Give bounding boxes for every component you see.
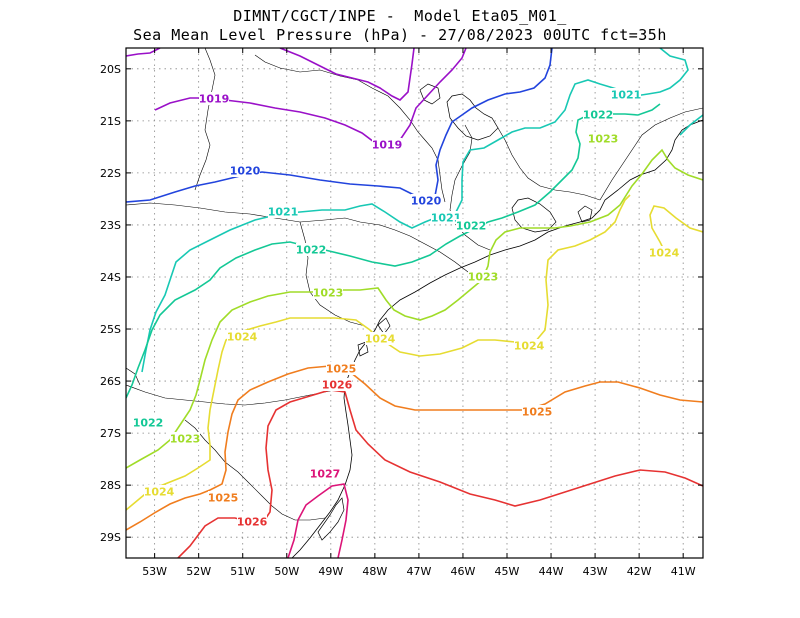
x-axis: 53W 52W 51W 50W 49W 48W 47W 46W 45W 44W 43W 42W 41W: [142, 48, 696, 578]
contour-label-1020: 1020: [411, 195, 442, 208]
contour-label-1022: 1022: [133, 417, 164, 430]
label-1025-a: 1025: [326, 362, 357, 376]
guanabara-bay: [511, 197, 593, 233]
label-1022-c: 1022: [583, 108, 614, 122]
label-1023-c: 1023: [588, 132, 619, 146]
x-tick-label: 41W: [671, 565, 696, 578]
label-1021-b: 1021: [431, 211, 462, 225]
contour-label-1024: 1024: [227, 331, 258, 344]
label-1022-d: 1022: [133, 416, 164, 430]
x-tick-label: 46W: [451, 565, 476, 578]
contour-label-1025: 1025: [326, 363, 357, 376]
label-1024-d: 1024: [649, 246, 680, 260]
contour-label-1024: 1024: [365, 333, 396, 346]
label-1021-a: 1021: [268, 205, 299, 219]
label-1026-b: 1026: [237, 515, 268, 529]
x-tick-label: 42W: [627, 565, 652, 578]
coastline: [291, 119, 703, 558]
label-1020-b: 1020: [411, 194, 442, 208]
lagoa-dos-patos: [317, 497, 345, 541]
contour-label-1024: 1024: [649, 247, 680, 260]
contour-label-1023: 1023: [588, 133, 619, 146]
plot-background: [126, 48, 703, 558]
x-tick-label: 49W: [318, 565, 343, 578]
title-line-1: DIMNT/CGCT/INPE - Model Eta05_M01_: [233, 7, 567, 25]
isobar-1024-east: [649, 205, 703, 253]
label-1022-a: 1022: [296, 243, 327, 257]
label-1024-a: 1024: [227, 330, 258, 344]
label-1023-b: 1023: [468, 270, 499, 284]
contour-label-1024: 1024: [144, 486, 175, 499]
contour-label-1022: 1022: [456, 220, 487, 233]
isobar-1027: [287, 483, 349, 558]
isobar-1019-east: [279, 48, 415, 101]
contour-label-1022: 1022: [296, 244, 327, 257]
contour-label-1021: 1021: [268, 206, 299, 219]
x-tick-label: 53W: [142, 565, 167, 578]
contour-label-1023: 1023: [313, 287, 344, 300]
plot-frame: [125, 47, 704, 559]
x-tick-label: 52W: [186, 565, 211, 578]
label-1024-c: 1024: [514, 339, 545, 353]
y-tick-label: 24S: [100, 271, 121, 284]
label-1023-a: 1023: [313, 286, 344, 300]
contour-label-1023: 1023: [170, 433, 201, 446]
contour-label-1025: 1025: [208, 492, 239, 505]
contour-label-1021: 1021: [431, 212, 462, 225]
label-1027-a: 1027: [310, 467, 341, 481]
y-tick-label: 20S: [100, 63, 121, 76]
title-line-2: Sea Mean Level Pressure (hPa) - 27/08/20…: [133, 26, 667, 44]
x-tick-label: 44W: [539, 565, 564, 578]
contour-label-1025: 1025: [522, 406, 553, 419]
label-1025-b: 1025: [522, 405, 553, 419]
state-borders: [126, 48, 703, 521]
label-1026-a: 1026: [322, 378, 353, 392]
x-tick-label: 48W: [362, 565, 387, 578]
x-tick-label: 51W: [230, 565, 255, 578]
contour-label-1021: 1021: [611, 89, 642, 102]
label-1020-a: 1020: [230, 164, 261, 178]
y-tick-label: 22S: [100, 167, 121, 180]
label-1024-b: 1024: [365, 332, 396, 346]
x-tick-label: 43W: [583, 565, 608, 578]
contour-label-1019: 1019: [372, 139, 403, 152]
label-1019-a: 1019: [199, 92, 230, 106]
label-1019-b: 1019: [372, 138, 403, 152]
isobar-1023: [126, 148, 703, 469]
isobar-1021-east: [679, 114, 703, 136]
y-tick-label: 25S: [100, 323, 121, 336]
contour-label-1020: 1020: [230, 165, 261, 178]
y-tick-label: 26S: [100, 375, 121, 388]
label-1023-d: 1023: [170, 432, 201, 446]
x-tick-label: 45W: [495, 565, 520, 578]
contour-label-1026: 1026: [237, 516, 268, 529]
contour-label-1019: 1019: [199, 93, 230, 106]
y-tick-label: 23S: [100, 219, 121, 232]
x-tick-label: 50W: [274, 565, 299, 578]
contour-label-1022: 1022: [583, 109, 614, 122]
paranagua-bay: [357, 317, 391, 357]
contour-label-1023: 1023: [468, 271, 499, 284]
contour-labels: 1019 1019 1020 1020 1021 1021 1021 1022 …: [133, 88, 680, 529]
contour-label-1024: 1024: [514, 340, 545, 353]
y-tick-label: 27S: [100, 427, 121, 440]
label-1022-b: 1022: [456, 219, 487, 233]
contour-label-1026: 1026: [322, 379, 353, 392]
label-1025-c: 1025: [208, 491, 239, 505]
label-1024-e: 1024: [144, 485, 175, 499]
label-1021-c: 1021: [611, 88, 642, 102]
y-tick-label: 28S: [100, 479, 121, 492]
y-axis: 20S 21S 22S 23S 24S 25S 26S 27S 28S 29S: [100, 63, 703, 544]
x-tick-label: 47W: [406, 565, 431, 578]
isobar-1022: [126, 103, 661, 399]
contour-label-1027: 1027: [310, 468, 341, 481]
y-tick-label: 21S: [100, 115, 121, 128]
y-tick-label: 29S: [100, 531, 121, 544]
